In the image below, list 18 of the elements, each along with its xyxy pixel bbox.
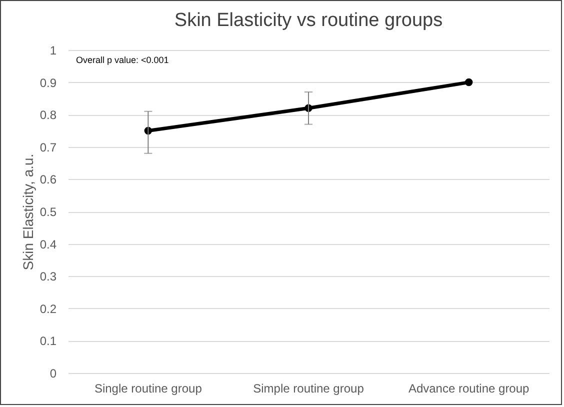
- y-tick-label: 0.4: [40, 237, 57, 252]
- y-tick-label: 1: [50, 44, 57, 58]
- y-tick-label: 0.6: [40, 172, 57, 187]
- y-axis-title: Skin Elasticity, a.u.: [20, 154, 36, 270]
- y-tick-label: 0.1: [40, 334, 57, 348]
- y-tick-label: 0: [50, 366, 57, 380]
- x-tick-label: Advance routine group: [408, 382, 530, 396]
- y-tick-label: 0.7: [40, 140, 57, 154]
- y-tick-label: 0.5: [40, 205, 57, 219]
- annotation: Overall p value: <0.001: [76, 55, 169, 65]
- y-tick-label: 0.3: [40, 270, 57, 284]
- x-tick-label: Simple routine group: [253, 382, 364, 396]
- y-tick-label: 0.2: [40, 302, 57, 316]
- y-tick-label: 0.8: [40, 108, 57, 122]
- point: [464, 78, 473, 86]
- x-tick-label: Single routine group: [94, 382, 202, 396]
- y-tick-label: 0.9: [40, 76, 57, 90]
- chart-title: Skin Elasticity vs routine groups: [174, 10, 443, 31]
